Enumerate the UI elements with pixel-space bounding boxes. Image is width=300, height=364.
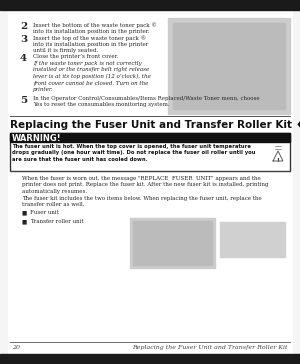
- Text: Replacing the Fuser Unit and Transfer Roller Kit: Replacing the Fuser Unit and Transfer Ro…: [133, 345, 288, 350]
- Text: Close the printer’s front cover.: Close the printer’s front cover.: [33, 54, 119, 59]
- Text: Transfer roller unit: Transfer roller unit: [30, 219, 84, 224]
- Bar: [10, 133, 290, 142]
- Text: If the waste toner pack is not correctly
installed or the transfer belt right re: If the waste toner pack is not correctly…: [33, 61, 151, 92]
- Text: 3: 3: [20, 35, 27, 44]
- Text: The fuser kit includes the two items below. When replacing the fuser unit, repla: The fuser kit includes the two items bel…: [22, 196, 262, 207]
- Text: Fuser unit: Fuser unit: [30, 210, 59, 215]
- Text: When the fuser is worn out, the message "REPLACE  FUSER  UNIT" appears and the
p: When the fuser is worn out, the message …: [22, 176, 268, 194]
- Bar: [0, 0, 300, 10]
- Text: 5: 5: [20, 96, 27, 105]
- Polygon shape: [273, 151, 283, 161]
- Bar: [130, 218, 215, 268]
- Bar: [168, 18, 290, 114]
- Text: !: !: [277, 158, 279, 162]
- Text: ■: ■: [22, 219, 27, 224]
- Bar: [10, 133, 290, 171]
- Bar: [0, 354, 300, 364]
- Bar: [220, 222, 285, 257]
- Bar: [133, 221, 212, 265]
- Text: The fuser unit is hot. When the top cover is opened, the fuser unit temperature
: The fuser unit is hot. When the top cove…: [12, 144, 256, 162]
- Text: Insert the top of the waste toner pack ®
into its installation position in the p: Insert the top of the waste toner pack ®…: [33, 35, 148, 54]
- Text: Insert the bottom of the waste toner pack ©
into its installation position in th: Insert the bottom of the waste toner pac…: [33, 22, 157, 34]
- Text: In the Operator Control/Consumables/Items Replaced/Waste Toner menu, choose
Yes : In the Operator Control/Consumables/Item…: [33, 96, 260, 107]
- Text: 4: 4: [20, 54, 27, 63]
- Text: ■: ■: [22, 210, 27, 215]
- Text: 20: 20: [12, 345, 20, 350]
- Bar: [173, 23, 285, 109]
- Text: Replacing the Fuser Unit and Transfer Roller Kit ♦: Replacing the Fuser Unit and Transfer Ro…: [10, 120, 300, 130]
- Text: WARNING!: WARNING!: [12, 134, 61, 143]
- Text: 2: 2: [20, 22, 27, 31]
